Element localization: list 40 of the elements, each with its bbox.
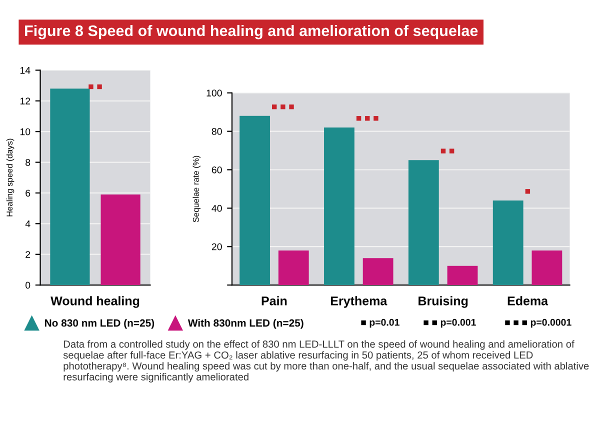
y-tick-label: 80 [212,128,222,135]
y-tick-label: 4 [25,220,30,228]
y-axis-title: Healing speed (days) [6,138,14,216]
bar [240,116,270,286]
x-tick-label: Bruising [418,296,468,308]
bar [324,127,354,286]
y-tick-label: 8 [26,159,30,166]
y-tick-label: 12 [20,98,30,104]
y-tick-label: 14 [20,67,30,74]
text: Data from a controlled study on the effect of 830 nm LED-LLLT on the speed of wound healing and amelioration of sequelae after full-face Er:YAG + CO₂ laser ablative resurfacing in 50 patients, 25 of whom received LED phototherapy⁸. Wound healing speed was cut by more than one-half, and the usual sequelae associated with ablative resurfacing were significantly ameliorated [63,340,589,382]
y-tick-label: 2 [26,251,30,258]
x-tick-label: Wound healing [50,296,140,308]
x-tick-label: Erythema [331,296,388,308]
y-tick-label: 40 [212,204,222,212]
legend-label: No 830 nm LED (n=25) [45,319,154,329]
bar [447,266,478,286]
y-tick-label: 0 [26,282,30,289]
text: ■ ■ ■ p=0.0001 [505,318,572,328]
annotation: ■ [525,189,530,194]
y-tick-label: 60 [212,166,222,174]
bar [362,258,394,286]
x-tick-label: Pain [262,296,287,306]
text: Figure 8 Speed of wound healing and amelioration of sequelae [25,24,478,40]
x-tick-label: Edema [508,296,548,306]
y-axis-title: Sequelae rate (%) [192,156,200,222]
bar [492,200,524,286]
bar [408,160,439,286]
y-tick-label: 20 [212,243,222,250]
legend-label: With 830nm LED (n=25) [188,319,304,329]
text: ■ p=0.01 [361,318,400,328]
text: ■ ■ p=0.001 [424,318,476,328]
annotation: ■ ■ ■ [272,104,294,110]
annotation: ■ ■ ■ [356,116,378,121]
y-tick-label: 10 [20,128,30,136]
y-tick-label: 6 [26,190,30,197]
annotation: ■ ■ [440,148,454,154]
bar [532,250,562,286]
y-tick-label: 100 [206,90,222,96]
annotation: ■ ■ [88,84,102,90]
bar [278,250,309,286]
